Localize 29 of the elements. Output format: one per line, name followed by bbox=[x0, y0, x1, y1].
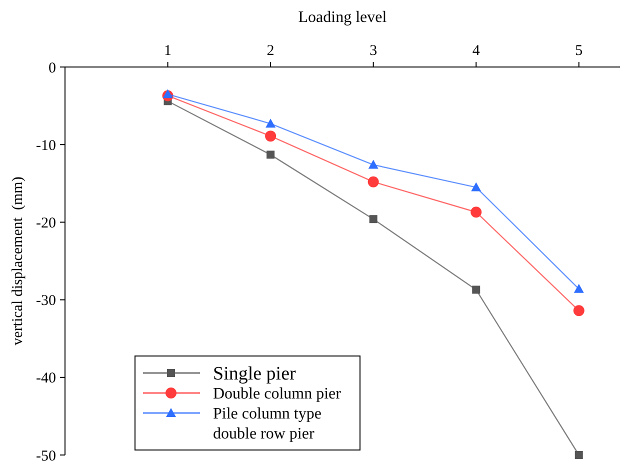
legend-label: Pile column type double row pier bbox=[213, 406, 322, 443]
point bbox=[368, 160, 378, 169]
x-tick-label: 1 bbox=[164, 43, 172, 59]
point bbox=[472, 286, 480, 294]
y-tick-label: -30 bbox=[36, 293, 56, 310]
y-tick-label: -50 bbox=[36, 448, 56, 462]
y-axis-title: vertical displacement (mm) bbox=[10, 176, 26, 346]
point bbox=[470, 206, 482, 218]
x-tick-label: 5 bbox=[575, 43, 583, 59]
y-tick-label: -40 bbox=[36, 370, 56, 387]
point bbox=[368, 176, 379, 188]
y-tick-label: 0 bbox=[48, 60, 56, 76]
x-tick-label: 3 bbox=[370, 43, 378, 59]
x-tick-label: 2 bbox=[266, 43, 274, 59]
legend-label: Double column pier bbox=[213, 386, 342, 403]
legend-label: Single pier bbox=[213, 364, 297, 385]
y-tick-label: -20 bbox=[36, 215, 56, 232]
point bbox=[574, 284, 584, 293]
point bbox=[265, 130, 276, 142]
point bbox=[162, 89, 173, 98]
point bbox=[573, 305, 584, 316]
point bbox=[574, 451, 583, 459]
x-axis-title: Loading level bbox=[298, 9, 388, 26]
point bbox=[266, 118, 276, 128]
x-tick-label: 4 bbox=[472, 43, 480, 59]
point bbox=[471, 182, 482, 192]
point bbox=[266, 150, 275, 159]
y-tick-label: -10 bbox=[36, 138, 56, 154]
point bbox=[369, 215, 378, 224]
